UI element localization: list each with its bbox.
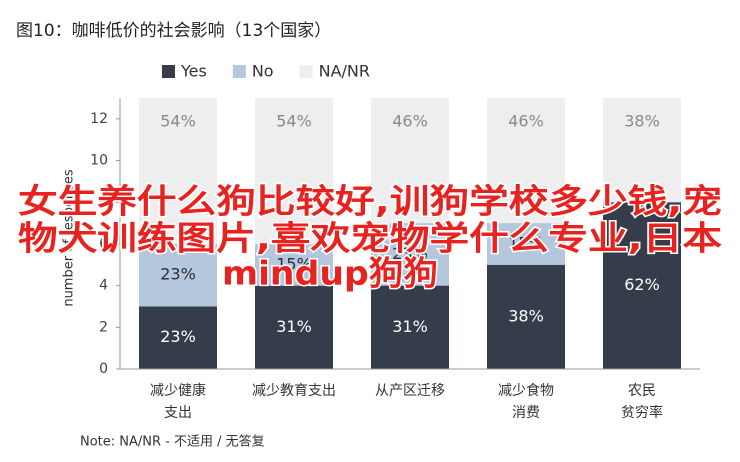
bar-segment	[371, 98, 449, 224]
y-tick-label: 6	[99, 236, 108, 252]
chart-title: 图10：咖啡低价的社会影响（13个国家）	[16, 21, 331, 41]
data-label: 23%	[160, 265, 196, 284]
bar-segment	[139, 243, 217, 307]
bar-segment	[371, 223, 449, 286]
data-label: 54%	[160, 112, 196, 131]
y-tick-label: 8	[99, 194, 108, 210]
bar-segment	[487, 223, 565, 265]
legend-swatch	[162, 65, 175, 78]
bar-segment	[603, 98, 681, 203]
y-axis-label: number of responses	[62, 169, 77, 307]
bar-segment	[603, 202, 681, 369]
data-label: 15%	[508, 233, 544, 252]
bar-segment	[371, 285, 449, 369]
x-tick-label: 减少健康支出	[150, 382, 206, 421]
watermark-text: 女生养什么狗比较好,训狗学校多少钱,宠	[18, 182, 722, 221]
legend-label: Yes	[180, 62, 207, 81]
watermark-text: mindup狗狗	[222, 254, 438, 293]
legend-label: No	[252, 62, 274, 81]
x-tick-label: 农民贫穷率	[621, 383, 663, 421]
y-tick-label: 2	[99, 319, 108, 335]
bar-segment	[487, 264, 565, 369]
x-tick-label: 从产区迁移	[375, 383, 445, 399]
y-tick-label: 4	[99, 278, 108, 294]
legend-label: NA/NR	[319, 62, 370, 81]
data-label: 23%	[160, 327, 196, 346]
data-label: 54%	[276, 112, 312, 131]
data-label: 38%	[624, 112, 660, 131]
x-tick-label: 减少食物消费	[498, 382, 554, 421]
bar-segment	[255, 243, 333, 286]
data-label: 62%	[624, 275, 660, 294]
y-tick-label: 12	[90, 111, 108, 127]
data-label: 23%	[392, 244, 428, 263]
legend-swatch	[232, 65, 246, 78]
data-label: 38%	[508, 306, 544, 325]
watermark-text: 物犬训练图片,喜欢宠物学什么专业,日本	[18, 219, 722, 258]
data-label: 15%	[276, 254, 312, 273]
data-label: 31%	[276, 317, 312, 336]
data-label: 31%	[392, 317, 428, 336]
bar-segment	[255, 285, 333, 369]
bar-segment	[487, 98, 565, 224]
data-label: 46%	[392, 112, 428, 131]
x-tick-label: 减少教育支出	[252, 383, 336, 399]
note: Note: NA/NR - 不适用 / 无答复	[80, 434, 265, 450]
data-label: 46%	[508, 112, 544, 131]
y-tick-label: 0	[99, 361, 108, 377]
bar-segment	[139, 306, 217, 369]
legend-swatch	[299, 65, 313, 78]
bar-segment	[139, 98, 217, 244]
bar-segment	[255, 98, 333, 244]
y-tick-label: 10	[90, 153, 108, 169]
